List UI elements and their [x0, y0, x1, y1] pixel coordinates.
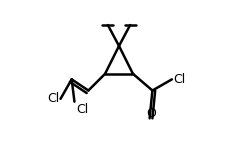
Text: O: O	[146, 107, 156, 120]
Text: Cl: Cl	[173, 73, 186, 86]
Text: Cl: Cl	[47, 92, 59, 105]
Text: Cl: Cl	[76, 103, 88, 116]
